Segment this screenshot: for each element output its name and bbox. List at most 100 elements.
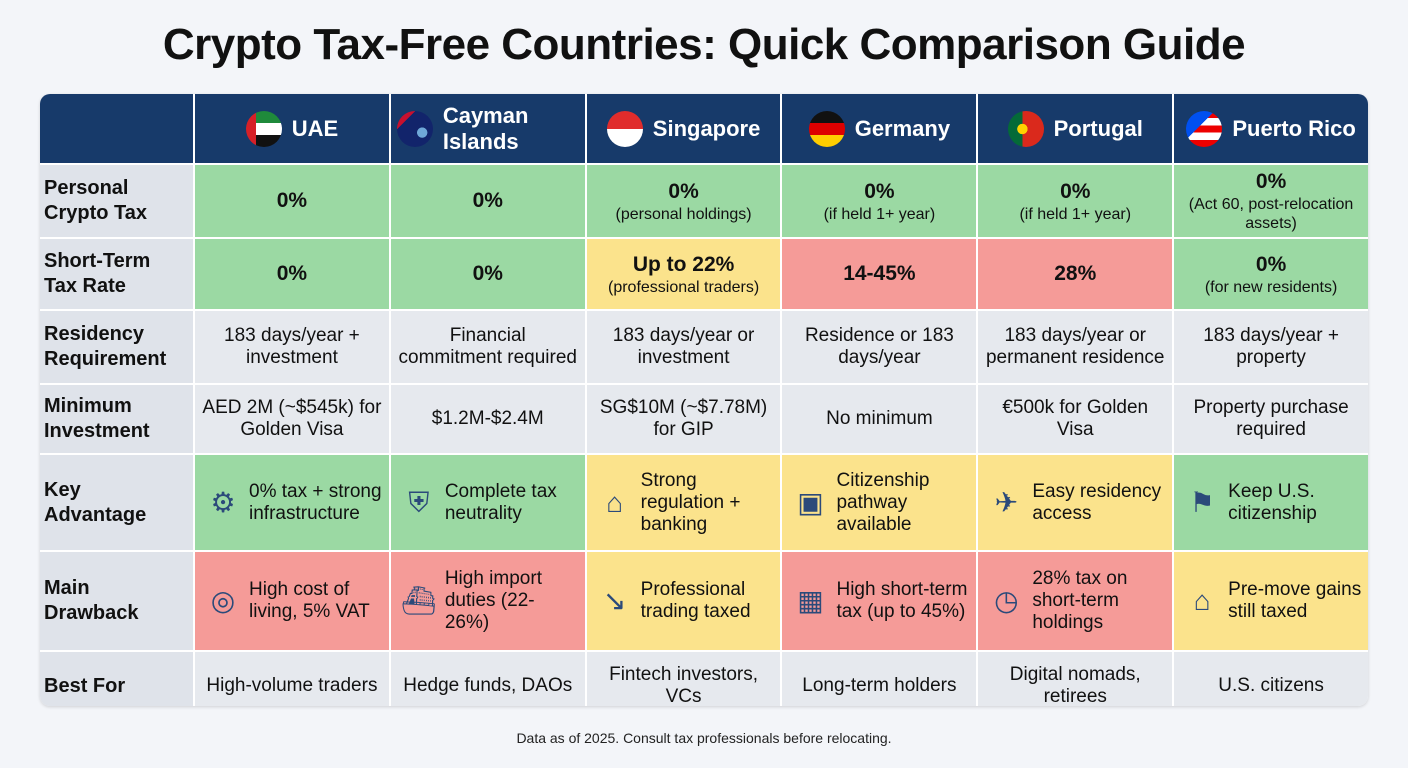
- table-cell: 0% (if held 1+ year): [782, 165, 977, 237]
- table-cell: ◷ 28% tax on short-term holdings: [978, 552, 1173, 650]
- table-cell: 183 days/year + property: [1174, 311, 1368, 383]
- table-cell: 0%: [195, 165, 389, 237]
- table-cell: 0%: [390, 165, 585, 237]
- table-cell: 183 days/year or permanent residence: [978, 311, 1173, 383]
- cargo-ship-icon: ⛴: [401, 585, 437, 616]
- table-cell: 183 days/year or investment: [586, 311, 781, 383]
- cell-value: 0%: [276, 262, 308, 285]
- table-cell: ✈ Easy residency access: [978, 455, 1173, 550]
- table-cell: ⚙ 0% tax + strong infrastructure: [195, 455, 389, 550]
- cell-value: 0%: [864, 179, 895, 203]
- row-label: Short-Term Tax Rate: [40, 239, 193, 309]
- stopwatch-icon: ◷: [994, 585, 1019, 616]
- house-tax-icon: ⌂: [1193, 585, 1211, 616]
- column-header-germany: Germany: [782, 94, 977, 163]
- shield-check-icon: ⛨: [408, 486, 430, 518]
- cell-value: 0%: [1255, 252, 1287, 276]
- cell-text: Strong regulation + banking: [640, 469, 741, 535]
- table-cell: Hedge funds, DAOs: [390, 652, 585, 706]
- table-cell: 0%: [390, 239, 585, 309]
- table-cell: ⌂ Strong regulation + banking: [586, 455, 781, 550]
- cell-note: (professional traders): [607, 278, 760, 296]
- country-name: Puerto Rico: [1232, 115, 1356, 141]
- cell-value: 0%: [1255, 170, 1287, 193]
- row-label: Main Drawback: [40, 552, 193, 650]
- table-cell: 0% (if held 1+ year): [978, 165, 1173, 237]
- table-cell: 183 days/year + investment: [195, 311, 389, 383]
- calculator-icon: ▦: [797, 585, 824, 616]
- table-cell: €500k for Golden Visa: [978, 385, 1173, 453]
- cell-text: Professional trading taxed: [640, 579, 751, 622]
- table-cell: ⚑ Keep U.S. citizenship: [1174, 455, 1368, 550]
- table-cell: ▣ Citizenship pathway available: [782, 455, 977, 550]
- cell-note: (if held 1+ year): [823, 205, 936, 223]
- cell-text: Pre-move gains still taxed: [1228, 579, 1362, 622]
- singapore-flag-icon: [606, 110, 643, 147]
- column-header-uae: UAE: [195, 94, 389, 163]
- cell-text: Easy residency access: [1032, 480, 1162, 524]
- table-cell: 14-45%: [782, 239, 977, 309]
- cell-note: (if held 1+ year): [1019, 205, 1132, 223]
- cell-text: 28% tax on short-term holdings: [1032, 568, 1128, 633]
- table-cell: 0% (for new residents): [1174, 239, 1368, 309]
- cell-text: Complete tax neutrality: [444, 480, 557, 524]
- passport-icon: ▣: [797, 486, 824, 518]
- cell-value: 0%: [276, 189, 308, 212]
- cell-text: High short-term tax (up to 45%): [836, 579, 968, 622]
- cell-value: 28%: [1054, 262, 1097, 285]
- table-cell: Residence or 183 days/year: [782, 311, 977, 383]
- table-cell: ⌂ Pre-move gains still taxed: [1174, 552, 1368, 650]
- cell-value: 0%: [1060, 179, 1091, 203]
- germany-flag-icon: [808, 110, 845, 147]
- table-cell: No minimum: [782, 385, 977, 453]
- column-header-puerto-rico: Puerto Rico: [1174, 94, 1368, 163]
- country-name: Cayman Islands: [442, 102, 529, 154]
- country-name: Singapore: [652, 115, 761, 141]
- table-cell: ↘ Professional trading taxed: [586, 552, 781, 650]
- cell-note: (personal holdings): [615, 205, 752, 223]
- table-cell: Fintech investors, VCs: [586, 652, 781, 706]
- cayman-flag-icon: [396, 110, 433, 147]
- header-corner: [40, 94, 193, 163]
- table-cell: Financial commitment required: [390, 311, 585, 383]
- comparison-table: UAE Cayman Islands Singapore Germany Portuga…: [40, 94, 1368, 706]
- table-cell: Up to 22% (professional traders): [586, 239, 781, 309]
- row-label: Residency Requirement: [40, 311, 193, 383]
- portugal-flag-icon: [1007, 110, 1044, 147]
- cell-value: 0%: [472, 189, 503, 212]
- row-label: Best For: [40, 652, 193, 706]
- cell-text: High import duties (22-26%): [444, 568, 542, 633]
- cell-text: Keep U.S. citizenship: [1228, 480, 1317, 524]
- table-cell: SG$10M (~$7.78M) for GIP: [586, 385, 781, 453]
- table-cell: ▦ High short-term tax (up to 45%): [782, 552, 977, 650]
- growth-chart-icon: ⚙: [210, 486, 236, 518]
- country-name: UAE: [291, 115, 339, 141]
- cell-note: (Act 60, post-relocation assets): [1188, 196, 1354, 232]
- cell-text: Citizenship pathway available: [836, 469, 930, 535]
- cell-text: 0% tax + strong infrastructure: [249, 480, 382, 524]
- puerto-rico-flag-icon: [1186, 110, 1223, 147]
- table-cell: 0% (personal holdings): [586, 165, 781, 237]
- country-name: Portugal: [1053, 115, 1143, 141]
- table-cell: ◎ High cost of living, 5% VAT: [195, 552, 389, 650]
- cell-value: 0%: [668, 179, 699, 203]
- table-cell: High-volume traders: [195, 652, 389, 706]
- table-cell: Property purchase required: [1174, 385, 1368, 453]
- column-header-cayman-islands: Cayman Islands: [390, 94, 585, 163]
- table-cell: 0% (Act 60, post-relocation assets): [1174, 165, 1368, 237]
- country-name: Germany: [854, 115, 951, 141]
- cell-value: Up to 22%: [632, 252, 735, 276]
- declining-chart-icon: ↘: [602, 585, 627, 616]
- row-label: Personal Crypto Tax: [40, 165, 193, 237]
- table-cell: AED 2M (~$545k) for Golden Visa: [195, 385, 389, 453]
- table-cell: U.S. citizens: [1174, 652, 1368, 706]
- row-label: Key Advantage: [40, 455, 193, 550]
- bank-icon: ⌂: [606, 486, 624, 518]
- table-cell: Long-term holders: [782, 652, 977, 706]
- table-cell: Digital nomads, retirees: [978, 652, 1173, 706]
- table-cell: ⛴ High import duties (22-26%): [390, 552, 585, 650]
- table-cell: 0%: [195, 239, 389, 309]
- table-cell: 28%: [978, 239, 1173, 309]
- uae-flag-icon: [245, 110, 282, 147]
- cell-note: (for new residents): [1204, 278, 1338, 296]
